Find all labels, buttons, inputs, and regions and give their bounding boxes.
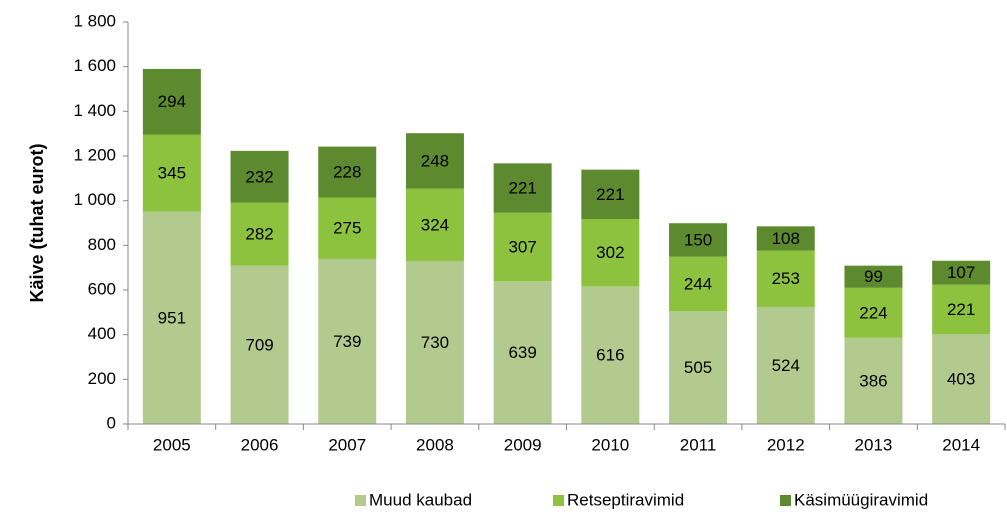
y-tick-label: 0: [107, 413, 116, 432]
data-label: 228: [333, 163, 361, 182]
data-label: 224: [859, 303, 887, 322]
legend-swatch: [780, 495, 791, 506]
x-tick-label: 2007: [328, 435, 366, 454]
data-label: 107: [947, 263, 975, 282]
y-tick-label: 600: [88, 279, 116, 298]
bar-segment: [669, 256, 728, 312]
bar-segment: [932, 333, 991, 424]
x-tick-label: 2014: [942, 435, 980, 454]
data-label: 253: [772, 269, 800, 288]
legend-label: Käsimüügiravimid: [794, 490, 928, 509]
bar-segment: [844, 337, 903, 424]
data-label: 345: [158, 164, 186, 183]
data-label: 294: [158, 92, 186, 111]
data-label: 248: [421, 151, 449, 170]
data-label: 639: [508, 343, 536, 362]
bar-segment: [756, 226, 815, 251]
bar-segment: [932, 260, 991, 285]
bar-segment: [405, 188, 464, 261]
bar-segment: [581, 169, 640, 219]
y-tick-label: 400: [88, 324, 116, 343]
data-label: 232: [245, 167, 273, 186]
legend-swatch: [553, 495, 564, 506]
bar-segment: [581, 218, 640, 287]
bar-segment: [318, 258, 377, 424]
data-label: 324: [421, 215, 449, 234]
bar-segment: [669, 311, 728, 424]
data-label: 505: [684, 358, 712, 377]
y-tick-label: 1 000: [73, 190, 116, 209]
data-label: 730: [421, 333, 449, 352]
y-tick-label: 200: [88, 369, 116, 388]
data-label: 709: [245, 335, 273, 354]
bar-segment: [669, 223, 728, 257]
bar-segment: [493, 163, 552, 213]
data-label: 275: [333, 219, 361, 238]
data-label: 403: [947, 369, 975, 388]
data-label: 739: [333, 332, 361, 351]
bar-segment: [756, 250, 815, 307]
legend-label: Retseptiravimid: [567, 490, 684, 509]
x-tick-label: 2011: [680, 435, 717, 454]
x-tick-label: 2006: [241, 435, 279, 454]
data-label: 616: [596, 346, 624, 365]
bar-segment: [493, 281, 552, 424]
x-tick-label: 2013: [855, 435, 893, 454]
x-tick-label: 2010: [591, 435, 629, 454]
bar-segment: [405, 260, 464, 424]
x-tick-label: 2008: [416, 435, 454, 454]
data-label: 386: [859, 371, 887, 390]
bar-segment: [230, 202, 289, 266]
bar-segment: [230, 265, 289, 424]
bar-segment: [318, 197, 377, 259]
bar-segment: [230, 150, 289, 203]
data-label: 221: [947, 300, 975, 319]
bar-segment: [581, 286, 640, 424]
bar-segment: [142, 68, 201, 135]
y-tick-label: 1 200: [73, 145, 116, 164]
bar-segment: [932, 284, 991, 334]
bar-segment: [142, 211, 201, 424]
data-label: 307: [508, 237, 536, 256]
x-tick-label: 2005: [153, 435, 191, 454]
bar-segment: [756, 306, 815, 424]
bar-segment: [318, 146, 377, 198]
data-label: 221: [508, 179, 536, 198]
y-tick-label: 1 400: [73, 101, 116, 120]
x-tick-label: 2012: [767, 435, 805, 454]
bar-segment: [405, 133, 464, 189]
y-tick-label: 1 600: [73, 56, 116, 75]
x-tick-label: 2009: [504, 435, 542, 454]
data-label: 150: [684, 230, 712, 249]
data-label: 221: [596, 185, 624, 204]
bar-segment: [844, 265, 903, 288]
y-tick-label: 800: [88, 235, 116, 254]
legend-swatch: [355, 495, 366, 506]
data-label: 951: [158, 308, 186, 327]
y-axis-label: Käive (tuhat eurot): [27, 143, 47, 302]
data-label: 524: [772, 356, 800, 375]
y-tick-label: 1 800: [73, 11, 116, 30]
bar-segment: [142, 134, 201, 212]
bar-segment: [493, 212, 552, 282]
data-label: 302: [596, 243, 624, 262]
bar-segment: [844, 287, 903, 338]
data-label: 108: [772, 229, 800, 248]
data-label: 244: [684, 274, 712, 293]
data-label: 282: [245, 225, 273, 244]
legend-label: Muud kaubad: [369, 490, 472, 509]
data-label: 99: [864, 267, 883, 286]
